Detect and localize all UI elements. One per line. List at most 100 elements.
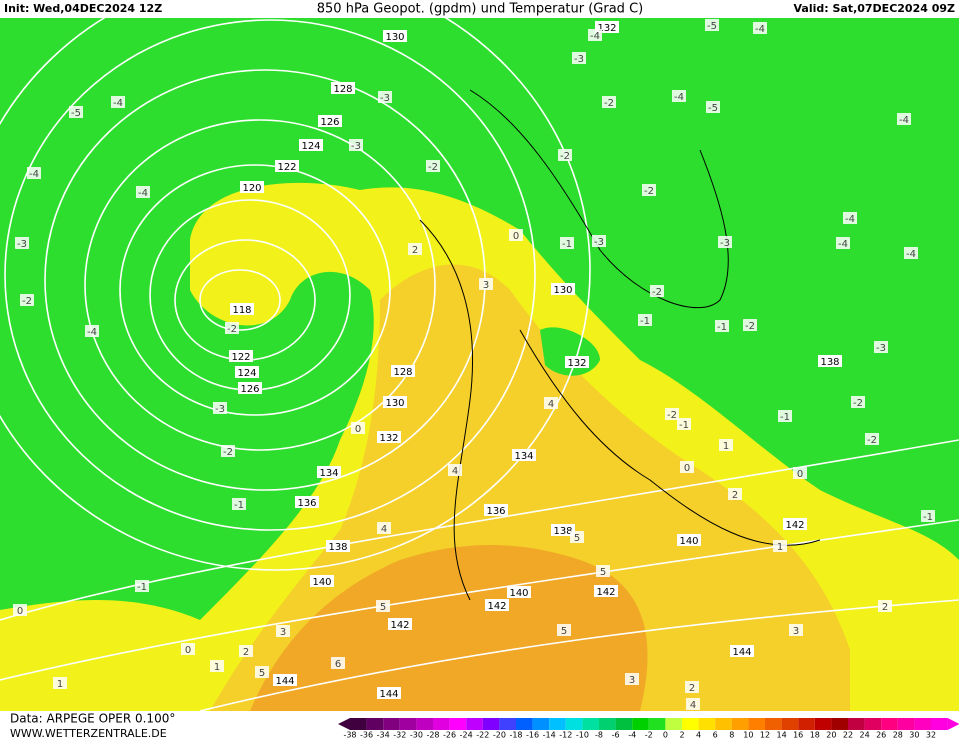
- label-box: [383, 30, 407, 42]
- temperature-label: -3: [351, 141, 361, 152]
- label-box: [69, 106, 83, 118]
- label-box: [408, 243, 422, 255]
- colorbar-label: 22: [843, 731, 853, 740]
- label-box: [715, 320, 729, 332]
- geopotential-label: 120: [242, 183, 261, 194]
- colorbar-label: 26: [876, 731, 886, 740]
- geopotential-label: 128: [393, 367, 412, 378]
- label-box: [317, 466, 341, 478]
- valid-time: Valid: Sat,07DEC2024 09Z: [793, 2, 955, 15]
- label-box: [904, 247, 918, 259]
- colorbar-label: -22: [476, 731, 489, 740]
- warmest-area: [250, 545, 648, 711]
- temperature-label: -4: [29, 169, 39, 180]
- geopotential-label: 126: [320, 117, 339, 128]
- temperature-label: 5: [561, 626, 567, 637]
- temperature-label: 1: [777, 542, 783, 553]
- geopotential-label: 138: [328, 542, 347, 553]
- label-box: [225, 322, 239, 334]
- colorbar-swatch: [582, 718, 599, 730]
- colorbar-label: 32: [926, 731, 936, 740]
- label-box: [874, 341, 888, 353]
- colorbar-label: -6: [612, 731, 620, 740]
- label-box: [638, 314, 652, 326]
- temperature-label: -4: [138, 188, 148, 199]
- temperature-label: -4: [845, 214, 855, 225]
- label-box: [773, 540, 787, 552]
- temperature-label: 3: [280, 627, 286, 638]
- colorbar-label: -20: [493, 731, 506, 740]
- colorbar-label: -14: [543, 731, 556, 740]
- label-box: [391, 365, 415, 377]
- temperature-label: -4: [838, 239, 848, 250]
- temperature-label: 1: [214, 662, 220, 673]
- colorbar-swatch: [931, 718, 948, 730]
- geopotential-label: 126: [240, 384, 259, 395]
- label-box: [377, 431, 401, 443]
- temperature-label: 1: [57, 679, 63, 690]
- geopotential-label: 130: [385, 32, 404, 43]
- label-box: [551, 283, 575, 295]
- label-box: [594, 585, 618, 597]
- temperature-label: -4: [755, 24, 765, 35]
- temperature-label: 3: [629, 675, 635, 686]
- label-box: [730, 645, 754, 657]
- colorbar-label: 20: [826, 731, 836, 740]
- temperature-label: -1: [679, 420, 689, 431]
- label-box: [479, 278, 493, 290]
- label-box: [706, 101, 720, 113]
- colorbar-swatch: [781, 718, 799, 730]
- label-box: [27, 167, 41, 179]
- temperature-label: -2: [644, 186, 654, 197]
- colorbar-label: 14: [777, 731, 787, 740]
- label-box: [255, 666, 269, 678]
- temperature-label: -3: [380, 93, 390, 104]
- geopotential-label: 130: [385, 398, 404, 409]
- colorbar-swatch: [615, 718, 633, 730]
- colorbar-swatch: [482, 718, 500, 730]
- temperature-label: -2: [227, 324, 237, 335]
- label-box: [878, 600, 892, 612]
- temperature-label: -4: [674, 92, 684, 103]
- colorbar-swatch: [864, 718, 882, 730]
- label-box: [665, 408, 679, 420]
- temperature-label: 4: [548, 399, 554, 410]
- colorbar-label: 2: [679, 731, 684, 740]
- label-box: [719, 439, 733, 451]
- colorbar-swatch: [848, 718, 865, 730]
- colorbar-swatch: [831, 718, 848, 730]
- colorbar-swatch: [466, 718, 483, 730]
- label-box: [349, 139, 363, 151]
- temperature-label: -2: [652, 287, 662, 298]
- label-box: [672, 90, 686, 102]
- label-box: [376, 600, 390, 612]
- label-box: [85, 325, 99, 337]
- colorbar-swatch: [765, 718, 782, 730]
- label-box: [677, 418, 691, 430]
- geopotential-label: 122: [231, 352, 250, 363]
- temperature-label: -3: [215, 404, 225, 415]
- label-box: [602, 96, 616, 108]
- init-time: Init: Wed,04DEC2024 12Z: [4, 2, 162, 15]
- temperature-label: 4: [690, 700, 696, 711]
- header-bar: [0, 0, 959, 18]
- website: WWW.WETTERZENTRALE.DE: [10, 727, 167, 740]
- label-box: [318, 115, 342, 127]
- temperature-label: -2: [22, 296, 32, 307]
- label-box: [897, 113, 911, 125]
- colorbar-swatch: [897, 718, 915, 730]
- temperature-label: 5: [574, 533, 580, 544]
- temperature-label: -4: [899, 115, 909, 126]
- label-box: [558, 149, 572, 161]
- label-box: [753, 22, 767, 34]
- label-box: [448, 464, 462, 476]
- label-box: [686, 698, 700, 710]
- temperature-label: -1: [640, 316, 650, 327]
- colorbar-label: -16: [526, 731, 539, 740]
- temperature-label: 2: [412, 245, 418, 256]
- temperature-label: -1: [562, 239, 572, 250]
- temperature-label: -3: [574, 54, 584, 65]
- colorbar-swatch: [433, 718, 450, 730]
- colorbar-label: 4: [696, 731, 701, 740]
- label-box: [388, 618, 412, 630]
